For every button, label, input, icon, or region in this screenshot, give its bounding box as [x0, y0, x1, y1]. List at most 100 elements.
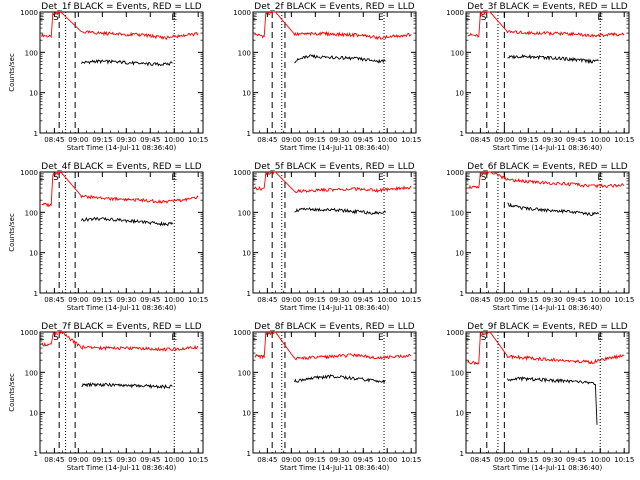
chart-title: Det_8f BLACK = Events, RED = LLD [254, 322, 414, 332]
lld-rate-line [254, 171, 412, 194]
x-tick-label: 09:30 [542, 136, 562, 144]
y-tick-label: 1 [247, 130, 251, 138]
x-tick-label: 09:30 [542, 456, 562, 464]
x-tick-label: 09:30 [329, 296, 349, 304]
event-marker-label: S [481, 333, 487, 343]
plot-frame [39, 11, 204, 134]
x-tick-label: 08:45 [44, 296, 64, 304]
plot-frame [252, 331, 417, 454]
x-tick-label: 09:00 [494, 456, 514, 464]
event-rate-line [294, 374, 386, 384]
x-tick-label: 10:15 [401, 456, 421, 464]
event-marker-label: E [378, 13, 384, 23]
y-tick-label: 10 [242, 250, 251, 258]
plot-frame [39, 171, 204, 294]
event-marker-label: E [39, 13, 45, 23]
x-tick-label: 09:15 [92, 296, 112, 304]
event-marker-label: E [39, 333, 45, 343]
event-rate-line [507, 376, 598, 425]
x-tick-label: 09:45 [140, 296, 160, 304]
x-tick-label: 10:15 [614, 136, 634, 144]
y-tick-label: 1 [247, 290, 251, 298]
x-tick-label: 09:30 [116, 456, 136, 464]
x-axis-label: Start Time (14-Jul-11 08:36:40) [493, 144, 603, 152]
plot-frame [465, 171, 630, 294]
chart-panel: Det_1f BLACK = Events, RED = LLD 1 10 100 10… [8, 2, 208, 152]
event-marker-label: E [252, 333, 258, 343]
x-tick-label: 09:30 [542, 296, 562, 304]
chart-title: Det_3f BLACK = Events, RED = LLD [467, 2, 627, 12]
x-tick-label: 09:15 [305, 456, 325, 464]
plot-frame [252, 11, 417, 134]
y-tick-label: 100 [25, 369, 38, 377]
y-tick-label: 100 [25, 209, 38, 217]
x-tick-label: 09:45 [353, 456, 373, 464]
y-axis-label: Counts/sec [8, 373, 16, 412]
chart-panel: Det_5f BLACK = Events, RED = LLD 1 10 100 10… [233, 162, 421, 312]
plot-frame [465, 11, 630, 134]
lld-rate-line [41, 331, 199, 352]
x-tick-label: 09:00 [68, 136, 88, 144]
event-marker-label: E [465, 173, 471, 183]
y-tick-label: 1 [460, 290, 464, 298]
chart-title: Det_2f BLACK = Events, RED = LLD [254, 2, 414, 12]
x-tick-label: 09:45 [566, 136, 586, 144]
y-tick-label: 1 [460, 130, 464, 138]
chart-title: Det_9f BLACK = Events, RED = LLD [467, 322, 627, 332]
x-tick-label: 09:00 [281, 296, 301, 304]
x-tick-label: 09:15 [518, 136, 538, 144]
event-marker-label: E [597, 13, 603, 23]
y-tick-label: 10 [29, 90, 38, 98]
x-tick-label: 10:00 [590, 456, 610, 464]
x-tick-label: 09:15 [92, 136, 112, 144]
x-tick-label: 09:45 [140, 456, 160, 464]
x-tick-label: 09:30 [116, 136, 136, 144]
event-rate-line [294, 206, 386, 215]
chart-title: Det_4f BLACK = Events, RED = LLD [41, 162, 201, 172]
x-tick-label: 08:45 [44, 136, 64, 144]
chart-panel: Det_8f BLACK = Events, RED = LLD 1 10 100 10… [233, 322, 421, 472]
x-axis-label: Start Time (14-Jul-11 08:36:40) [280, 144, 390, 152]
chart-title: Det_6f BLACK = Events, RED = LLD [467, 162, 627, 172]
x-tick-label: 10:15 [401, 296, 421, 304]
event-marker-label: S [481, 13, 487, 23]
event-marker-label: S [481, 173, 487, 183]
event-rate-line [507, 202, 599, 217]
chart-title: Det_7f BLACK = Events, RED = LLD [41, 322, 201, 332]
x-tick-label: 10:00 [377, 456, 397, 464]
x-tick-label: 09:15 [305, 136, 325, 144]
y-tick-label: 1000 [20, 9, 38, 17]
x-tick-label: 10:00 [377, 296, 397, 304]
x-tick-label: 10:00 [590, 296, 610, 304]
x-axis-label: Start Time (14-Jul-11 08:36:40) [280, 304, 390, 312]
y-tick-label: 10 [455, 90, 464, 98]
y-tick-label: 100 [451, 369, 464, 377]
event-rate-line [507, 53, 599, 65]
event-marker-label: E [39, 173, 45, 183]
event-marker-label: E [378, 173, 384, 183]
x-tick-label: 09:00 [281, 456, 301, 464]
x-tick-label: 09:15 [518, 456, 538, 464]
x-tick-label: 10:15 [401, 136, 421, 144]
plot-frame [465, 331, 630, 454]
x-tick-label: 09:00 [68, 456, 88, 464]
event-marker-label: E [465, 13, 471, 23]
lld-rate-line [41, 11, 199, 41]
x-tick-label: 10:15 [188, 296, 208, 304]
x-axis-label: Start Time (14-Jul-11 08:36:40) [280, 464, 390, 472]
event-marker-label: E [597, 173, 603, 183]
chart-panel: Det_6f BLACK = Events, RED = LLD 1 10 100 10… [446, 162, 634, 312]
y-tick-label: 1000 [233, 169, 251, 177]
y-tick-label: 1 [34, 130, 38, 138]
x-tick-label: 09:15 [305, 296, 325, 304]
chart-panel: Det_4f BLACK = Events, RED = LLD 1 10 100 10… [8, 162, 208, 312]
x-tick-label: 09:30 [329, 456, 349, 464]
x-tick-label: 08:45 [44, 456, 64, 464]
x-tick-label: 10:00 [164, 136, 184, 144]
y-tick-label: 100 [238, 49, 251, 57]
event-marker-label: E [597, 333, 603, 343]
y-tick-label: 100 [25, 49, 38, 57]
y-tick-label: 10 [29, 250, 38, 258]
y-tick-label: 1000 [446, 329, 464, 337]
